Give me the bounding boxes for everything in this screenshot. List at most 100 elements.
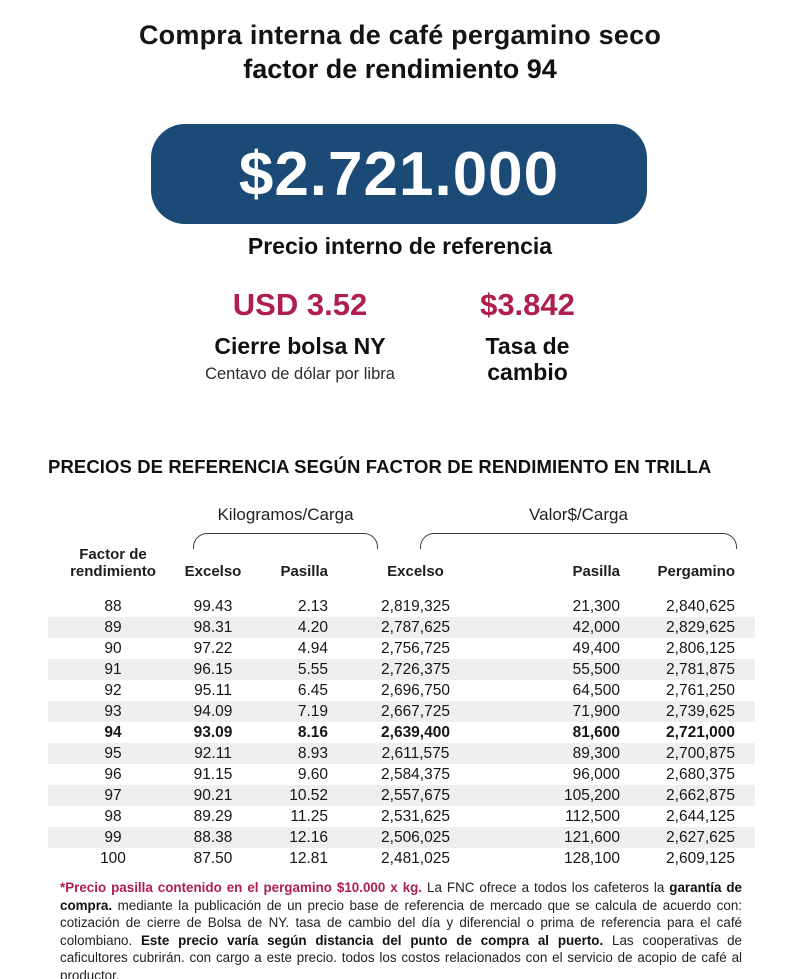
table-cell: 2,739,625 xyxy=(666,702,735,720)
column-header-pasilla-valor: Pasilla xyxy=(572,563,620,580)
table-cell: 21,300 xyxy=(572,597,620,615)
footnote-text: *Precio pasilla contenido en el pergamin… xyxy=(60,879,742,979)
table-cell: 93.09 xyxy=(193,723,233,741)
table-cell: 2,644,125 xyxy=(666,807,735,825)
page-title: Compra interna de café pergamino seco xyxy=(138,20,662,50)
table-cell: 100 xyxy=(100,849,126,867)
table-cell: 8.16 xyxy=(297,723,328,741)
table-cell: 71,900 xyxy=(572,702,620,720)
table-cell: 2.13 xyxy=(297,597,328,615)
table-cell: 121,600 xyxy=(563,828,620,846)
table-cell: 91 xyxy=(104,660,122,678)
column-header-pasilla-kg: Pasilla xyxy=(280,563,328,580)
table-cell: 93 xyxy=(104,702,122,720)
reference-price-banner: $2.721.000 xyxy=(151,124,647,224)
footnote-segment: *Precio pasilla contenido en el pergamin… xyxy=(60,880,428,895)
table-cell: 2,611,575 xyxy=(381,744,450,762)
group-header-kilograms: Kilogramos/Carga xyxy=(217,505,354,524)
footnote-segment: Las cooperativas de caficultores cubrirá… xyxy=(60,932,742,979)
ny-close-value: USD 3.52 xyxy=(232,287,368,322)
table-cell: 49,400 xyxy=(572,639,620,657)
table-cell: 4.20 xyxy=(297,618,328,636)
table-cell: 94 xyxy=(104,723,122,741)
table-cell: 2,726,375 xyxy=(381,660,450,678)
table-cell: 2,840,625 xyxy=(666,597,735,615)
table-cell: 42,000 xyxy=(572,618,620,636)
table-section-heading: PRECIOS DE REFERENCIA SEGÚN FACTOR DE RE… xyxy=(48,456,712,477)
exchange-rate-label: Tasa de cambio xyxy=(485,333,570,385)
table-cell: 2,787,625 xyxy=(381,618,450,636)
table-cell: 2,639,400 xyxy=(381,723,450,741)
table-cell: 96.15 xyxy=(193,660,233,678)
table-cell: 2,531,625 xyxy=(381,807,450,825)
page-subtitle: factor de rendimiento 94 xyxy=(243,54,557,84)
table-cell: 64,500 xyxy=(572,681,620,699)
column-header-factor: Factor de rendimiento xyxy=(70,546,156,580)
table-cell: 81,600 xyxy=(572,723,620,741)
footnote-segment: mediante la publicación de un precio bas… xyxy=(60,897,742,948)
table-cell: 90.21 xyxy=(193,786,233,804)
table-row: 92 95.11 6.45 2,696,750 64,500 2,761,250 xyxy=(48,680,755,701)
table-row: 89 98.31 4.20 2,787,625 42,000 2,829,625 xyxy=(48,617,755,638)
table-cell: 91.15 xyxy=(193,765,233,783)
column-header-excelso-valor: Excelso xyxy=(387,563,444,580)
table-cell: 96 xyxy=(104,765,122,783)
table-cell: 90 xyxy=(104,639,122,657)
table-cell: 2,609,125 xyxy=(666,849,735,867)
table-cell: 96,000 xyxy=(572,765,620,783)
price-table-body: 88 99.43 2.13 2,819,325 21,300 2,840,625 89 98.… xyxy=(48,596,755,869)
table-row: 93 94.09 7.19 2,667,725 71,900 2,739,625 xyxy=(48,701,755,722)
table-cell: 2,829,625 xyxy=(666,618,735,636)
table-cell: 6.45 xyxy=(297,681,328,699)
table-cell: 5.55 xyxy=(297,660,328,678)
table-cell: 2,627,625 xyxy=(666,828,735,846)
table-cell: 7.19 xyxy=(297,702,328,720)
table-cell: 4.94 xyxy=(297,639,328,657)
table-cell: 99.43 xyxy=(193,597,233,615)
table-cell: 12.16 xyxy=(289,828,328,846)
group-header-value: Valor$/Carga xyxy=(529,505,628,524)
table-row: 91 96.15 5.55 2,726,375 55,500 2,781,875 xyxy=(48,659,755,680)
reference-price-amount: $2.721.000 xyxy=(238,139,560,209)
table-row: 96 91.15 9.60 2,584,375 96,000 2,680,375 xyxy=(48,764,755,785)
table-cell: 2,721,000 xyxy=(666,723,735,741)
table-cell: 128,100 xyxy=(563,849,620,867)
table-cell: 92.11 xyxy=(194,744,232,762)
table-cell: 2,761,250 xyxy=(666,681,735,699)
table-cell: 2,781,875 xyxy=(666,660,735,678)
ny-close-sublabel: Centavo de dólar por libra xyxy=(205,365,395,383)
exchange-rate-value: $3.842 xyxy=(480,287,575,322)
table-cell: 112,500 xyxy=(565,807,620,825)
reference-price-caption: Precio interno de referencia xyxy=(247,233,553,259)
table-cell: 55,500 xyxy=(572,660,620,678)
table-cell: 89,300 xyxy=(572,744,620,762)
table-row: 88 99.43 2.13 2,819,325 21,300 2,840,625 xyxy=(48,596,755,617)
table-cell: 2,662,875 xyxy=(666,786,735,804)
ny-close-label: Cierre bolsa NY xyxy=(214,333,386,359)
exchange-rate-stat: $3.842 Tasa de cambio xyxy=(445,287,610,385)
table-cell: 8.93 xyxy=(297,744,328,762)
table-cell: 2,667,725 xyxy=(381,702,450,720)
table-cell: 2,680,375 xyxy=(666,765,735,783)
table-row: 100 87.50 12.81 2,481,025 128,100 2,609,125 xyxy=(48,848,755,869)
table-cell: 88.38 xyxy=(193,828,233,846)
table-cell: 97.22 xyxy=(193,639,233,657)
table-cell: 95 xyxy=(104,744,122,762)
column-header-excelso-kg: Excelso xyxy=(184,563,242,580)
table-cell: 10.52 xyxy=(289,786,328,804)
table-row: 90 97.22 4.94 2,756,725 49,400 2,806,125 xyxy=(48,638,755,659)
column-header-pergamino: Pergamino xyxy=(657,563,735,580)
table-cell: 95.11 xyxy=(194,681,232,699)
table-cell: 98 xyxy=(104,807,122,825)
table-cell: 2,700,875 xyxy=(666,744,735,762)
footnote-segment: garantía de compra. xyxy=(60,880,742,913)
table-cell: 89 xyxy=(104,618,122,636)
table-cell: 105,200 xyxy=(563,786,620,804)
ny-close-stat: USD 3.52 Cierre bolsa NY Centavo de dóla… xyxy=(160,287,440,384)
footnote-segment: Este precio varía según distancia del pu… xyxy=(141,932,604,948)
table-cell: 87.50 xyxy=(193,849,233,867)
table-cell: 99 xyxy=(104,828,122,846)
table-cell: 2,696,750 xyxy=(381,681,450,699)
table-cell: 12.81 xyxy=(289,849,328,867)
